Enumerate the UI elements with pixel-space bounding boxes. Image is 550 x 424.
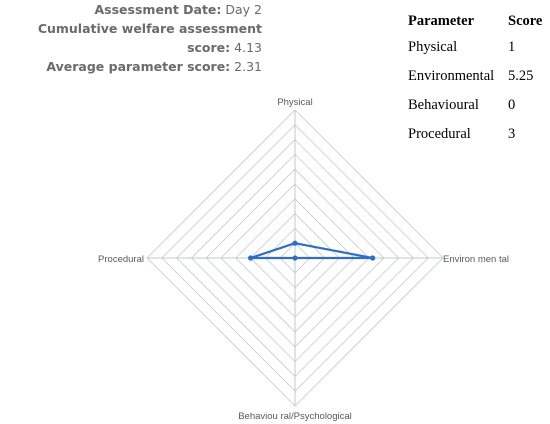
radar-series [248, 240, 376, 261]
assessment-date-value: Day 2 [225, 2, 262, 17]
score-cell: 3 [508, 126, 516, 142]
parameter-cell: Physical [408, 39, 458, 55]
table-header-row: Parameter Score [408, 13, 548, 39]
score-table: Parameter Score Physical 1 Environmental… [408, 13, 548, 155]
score-column-header: Score [508, 13, 543, 29]
parameter-cell: Procedural [408, 126, 471, 142]
score-cell: 1 [508, 39, 516, 55]
cumulative-score-line: Cumulative welfare assessment score: 4.1… [0, 19, 262, 57]
parameter-cell: Environmental [408, 68, 495, 84]
axis-label-procedural: Procedural [98, 254, 144, 265]
axis-label-physical: Physical [277, 97, 312, 108]
assessment-header: Assessment Date: Day 2 Cumulative welfar… [0, 0, 262, 76]
table-row: Physical 1 [408, 39, 548, 68]
data-point [292, 240, 298, 246]
parameter-column-header: Parameter [408, 13, 475, 29]
series-line [249, 242, 374, 260]
data-point [292, 255, 298, 261]
average-score-value: 2.31 [234, 59, 262, 74]
radar-axis-labels: Physical Environ men tal Behaviou ral/Ps… [98, 97, 509, 422]
cumulative-score-value: 4.13 [234, 40, 262, 55]
score-cell: 5.25 [508, 68, 534, 84]
average-score-line: Average parameter score: 2.31 [0, 57, 262, 76]
table-row: Environmental 5.25 [408, 68, 548, 97]
table-row: Procedural 3 [408, 126, 548, 155]
score-cell: 0 [508, 97, 516, 113]
assessment-date-label: Assessment Date: [94, 2, 222, 17]
average-score-label: Average parameter score: [46, 59, 231, 74]
axis-label-behavioural-psychological: Behaviou ral/Psychological [238, 411, 352, 422]
data-point [248, 255, 254, 261]
cumulative-score-label: Cumulative welfare assessment score: [37, 21, 262, 55]
table-row: Behavioural 0 [408, 97, 548, 126]
axis-label-environmental: Environ men tal [443, 254, 509, 265]
parameter-cell: Behavioural [408, 97, 479, 113]
assessment-date-line: Assessment Date: Day 2 [0, 0, 263, 19]
data-point [370, 255, 376, 261]
